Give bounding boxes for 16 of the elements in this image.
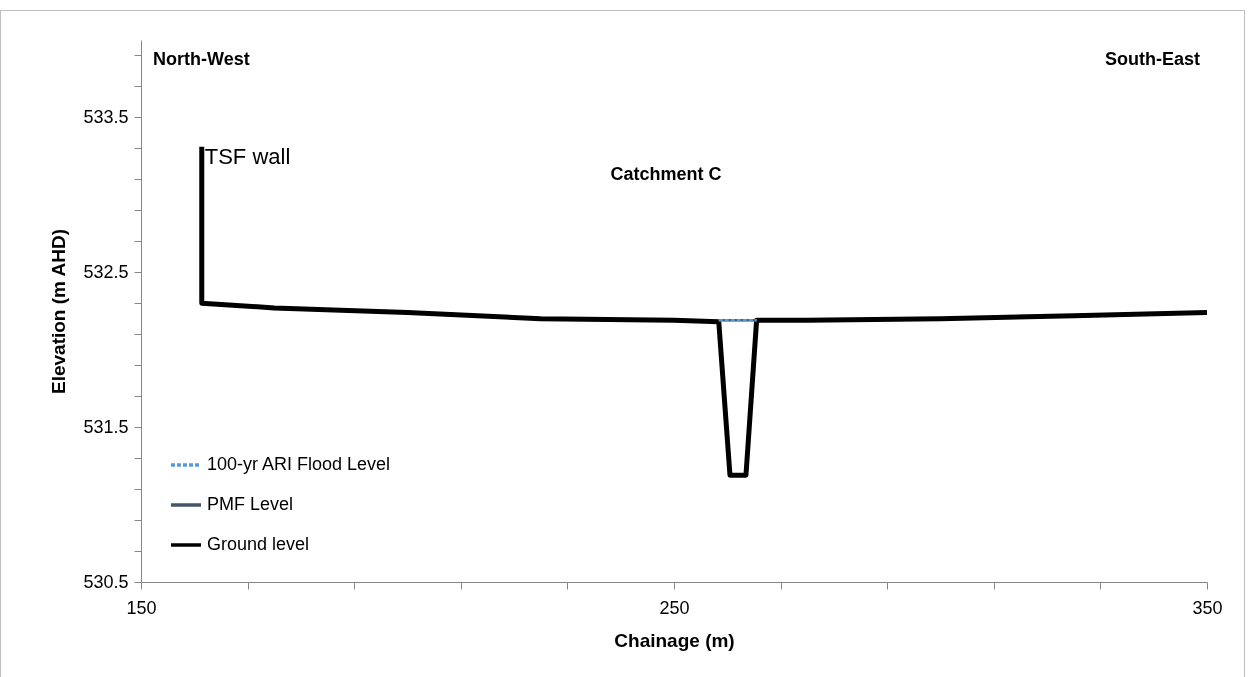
annotation: Catchment C <box>610 164 722 184</box>
annotation: South-East <box>1104 49 1200 69</box>
y-axis-title: Elevation (m AHD) <box>48 228 70 395</box>
x-axis-title: Chainage (m) <box>614 629 735 651</box>
legend-label: Ground level <box>207 534 310 554</box>
annotation: TSF wall <box>204 143 291 169</box>
y-tick-label: 533.5 <box>83 106 129 127</box>
x-tick-label: 250 <box>659 597 690 618</box>
legend-label: PMF Level <box>207 494 294 514</box>
x-tick-label: 150 <box>126 597 157 618</box>
y-tick-label: 530.5 <box>83 571 129 592</box>
x-tick-label: 350 <box>1192 597 1223 618</box>
annotation: North-West <box>153 49 250 69</box>
legend-label: 100-yr ARI Flood Level <box>207 454 391 474</box>
y-tick-label: 531.5 <box>83 416 129 437</box>
y-tick-label: 532.5 <box>83 261 129 282</box>
